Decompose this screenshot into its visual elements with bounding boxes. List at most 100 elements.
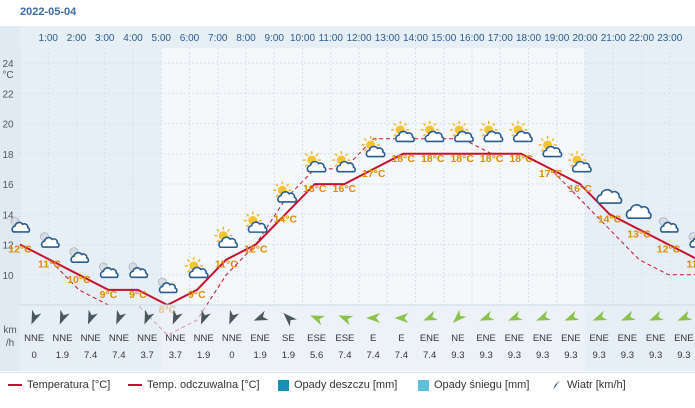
legend-snow: Opady śniegu [mm] xyxy=(418,379,529,391)
cloud-shape xyxy=(188,266,209,279)
wind-arrow-shape xyxy=(394,313,409,323)
wind-arrow-icon xyxy=(283,313,297,327)
partly-cloudy-day-icon xyxy=(214,226,239,249)
wind-arrow-shape xyxy=(31,309,42,325)
wind-speed-label: 7.4 xyxy=(338,350,351,361)
sun-ray xyxy=(275,183,279,187)
wind-arrow-shape xyxy=(536,310,551,321)
cloud-shape xyxy=(625,204,652,220)
wind-speed-label: 7.4 xyxy=(367,350,380,361)
chart-legend: Temperatura [°C] Temp. odczuwalna [°C] O… xyxy=(0,372,695,399)
y-unit-label: °C xyxy=(2,70,13,81)
wind-direction-label: NNE xyxy=(194,333,214,344)
cloud-shape xyxy=(596,188,623,204)
wind-speed-label: 3.7 xyxy=(141,350,154,361)
rain-swatch xyxy=(278,379,289,391)
sun-ray xyxy=(304,153,308,157)
cloud-shape xyxy=(247,221,268,233)
wind-row xyxy=(20,305,695,370)
y-tick-label: 20 xyxy=(2,120,14,131)
wind-direction-label: ENE xyxy=(561,333,581,344)
partly-cloudy-day-icon xyxy=(479,120,504,143)
sun-ray xyxy=(452,122,456,127)
y-tick-label: 16 xyxy=(2,180,14,191)
wind-direction-label: NNE xyxy=(222,333,242,344)
temperature-data-label: 11°C xyxy=(687,259,695,271)
cloud-shape xyxy=(454,130,474,143)
legend-feels-like: Temp. odczuwalna [°C] xyxy=(128,379,260,391)
wind-arrow-icon xyxy=(677,310,693,321)
temperature-data-label: 10°C xyxy=(67,274,91,286)
temperature-data-label: 17°C xyxy=(539,168,563,180)
hour-tick-label: 11:00 xyxy=(319,33,344,44)
wind-direction-label: NE xyxy=(451,333,464,344)
wind-speed-label: 9.3 xyxy=(677,350,690,361)
hour-tick-label: 2:00 xyxy=(67,33,87,44)
wind-speed-label: 9.3 xyxy=(536,350,549,361)
y-tick-label: 12 xyxy=(2,241,14,252)
partly-cloudy-night-icon xyxy=(157,277,178,294)
wind-speed-label: 9.3 xyxy=(480,350,493,361)
hour-header-row xyxy=(20,26,695,48)
temperature-chart: 1:00 2:00 3:00 4:00 5:00 6:00 7:00 8:00 9:00 10:0… xyxy=(0,26,695,371)
y-tick-label: 24 xyxy=(2,59,14,70)
wind-arrow-icon xyxy=(253,310,269,321)
cloud-shape xyxy=(483,130,504,143)
wind-arrow-shape xyxy=(116,309,127,325)
sun-ray xyxy=(393,133,397,137)
wind-direction-label: ENE xyxy=(250,333,270,344)
sun-ray xyxy=(422,133,426,137)
cloud-shape xyxy=(336,160,357,173)
hour-tick-label: 3:00 xyxy=(95,33,115,44)
sun-ray xyxy=(521,122,525,127)
temperature-data-label: 16°C xyxy=(333,183,357,195)
wind-speed-label: 1.9 xyxy=(197,350,210,361)
cloud-shape xyxy=(277,191,298,203)
wind-speed-label: 1.9 xyxy=(254,350,267,361)
wind-arrow-icon xyxy=(592,310,608,321)
hour-tick-label: 16:00 xyxy=(459,33,484,44)
sun-ray xyxy=(246,213,250,217)
legend-wind-label: Wiatr [km/h] xyxy=(567,379,626,391)
wind-direction-label: NNE xyxy=(165,333,185,344)
wind-arrow-shape xyxy=(200,309,211,325)
cloud-shape xyxy=(365,145,386,158)
wind-direction-label: NNE xyxy=(24,333,44,344)
feels-like-swatch xyxy=(128,384,142,386)
wind-arrow-icon xyxy=(229,309,240,325)
temperature-data-label: 16°C xyxy=(303,183,327,195)
wind-direction-label: ENE xyxy=(533,333,553,344)
wind-speed-label: 0 xyxy=(31,350,36,361)
wind-direction-label: ENE xyxy=(476,333,496,344)
wind-arrow-shape xyxy=(338,315,354,326)
partly-cloudy-day-icon xyxy=(361,135,386,158)
wind-speed-label: 0 xyxy=(229,350,234,361)
wind-arrow-icon xyxy=(553,380,560,390)
temperature-data-label: 14°C xyxy=(274,213,298,225)
partly-cloudy-day-icon xyxy=(420,120,445,143)
sun-ray xyxy=(315,153,319,157)
hour-tick-label: 19:00 xyxy=(544,33,569,44)
wind-direction-label: ENE xyxy=(618,333,638,344)
hour-tick-label: 10:00 xyxy=(290,33,315,44)
wind-arrow-shape xyxy=(172,309,183,325)
temperature-data-label: 11°C xyxy=(215,259,238,271)
sun-ray xyxy=(511,122,515,127)
hour-tick-label: 13:00 xyxy=(375,33,400,44)
wind-speed-label: 9.3 xyxy=(508,350,521,361)
sun-ray xyxy=(404,122,408,127)
wind-direction-label: ENE xyxy=(420,333,440,344)
wind-speed-label: 7.4 xyxy=(112,350,125,361)
wind-arrow-icon xyxy=(507,310,523,321)
sun-ray xyxy=(216,228,220,232)
wind-speed-label: 1.9 xyxy=(282,350,295,361)
sun-ray xyxy=(462,122,466,127)
sun-ray xyxy=(540,138,544,142)
partly-cloudy-day-icon xyxy=(568,151,592,173)
wind-speed-label: 7.4 xyxy=(423,350,436,361)
sun-ray xyxy=(256,213,260,217)
sun-ray xyxy=(227,228,231,232)
wind-unit-label: /h xyxy=(6,338,14,349)
hour-tick-label: 17:00 xyxy=(488,33,513,44)
temperature-data-label: 14°C xyxy=(598,213,622,225)
